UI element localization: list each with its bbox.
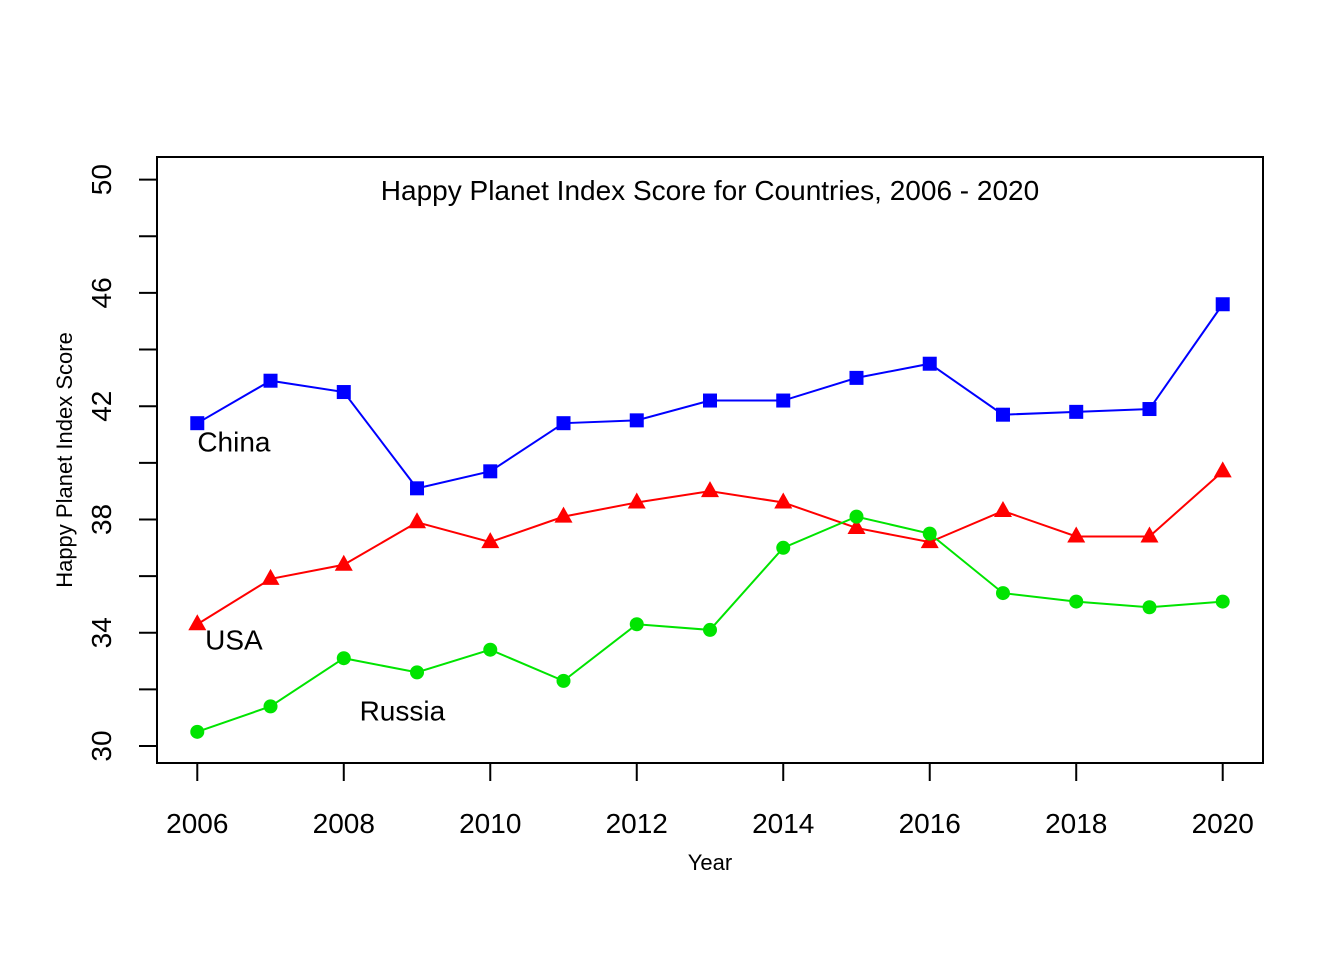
y-tick-label: 42 bbox=[86, 391, 117, 422]
x-tick-label: 2016 bbox=[899, 808, 961, 839]
series-russia bbox=[190, 509, 1230, 739]
data-point-usa bbox=[261, 568, 280, 585]
data-point-china bbox=[336, 385, 351, 400]
data-point-china bbox=[703, 393, 717, 408]
data-point-china bbox=[483, 464, 498, 479]
data-point-china bbox=[1069, 404, 1084, 419]
data-point-china bbox=[190, 416, 205, 431]
x-tick-label: 2020 bbox=[1192, 808, 1254, 839]
data-point-china bbox=[849, 370, 864, 385]
data-point-russia bbox=[190, 724, 205, 739]
y-tick-label: 30 bbox=[86, 730, 117, 761]
series-layer bbox=[188, 297, 1232, 739]
data-point-russia bbox=[410, 665, 425, 680]
data-point-usa bbox=[334, 554, 353, 571]
data-point-russia bbox=[995, 586, 1010, 601]
data-point-russia bbox=[483, 642, 498, 657]
data-point-usa bbox=[993, 500, 1012, 517]
data-point-russia bbox=[922, 526, 937, 541]
series-label-china: China bbox=[197, 427, 271, 458]
x-tick-label: 2012 bbox=[606, 808, 668, 839]
y-tick-label: 46 bbox=[86, 277, 117, 308]
data-point-china bbox=[995, 407, 1010, 422]
data-point-usa bbox=[188, 614, 207, 631]
x-tick-label: 2018 bbox=[1045, 808, 1107, 839]
data-point-china bbox=[629, 413, 644, 428]
data-point-usa bbox=[408, 512, 427, 529]
data-point-usa bbox=[774, 492, 793, 509]
data-point-usa bbox=[1213, 461, 1232, 478]
data-point-usa bbox=[554, 506, 573, 523]
data-point-usa bbox=[1140, 526, 1159, 543]
data-point-russia bbox=[1142, 600, 1157, 615]
data-point-usa bbox=[627, 492, 646, 509]
data-point-russia bbox=[556, 673, 571, 688]
data-point-russia bbox=[849, 509, 864, 524]
data-point-russia bbox=[1215, 594, 1230, 609]
series-usa bbox=[188, 461, 1232, 631]
data-point-usa bbox=[847, 517, 866, 534]
y-axis: 30 34 38 42 46 50 bbox=[86, 164, 158, 762]
x-tick-label: 2010 bbox=[459, 808, 521, 839]
series-china bbox=[190, 297, 1230, 496]
data-point-china bbox=[922, 356, 937, 371]
data-point-russia bbox=[703, 622, 717, 637]
data-point-usa bbox=[701, 481, 719, 498]
data-point-usa bbox=[481, 532, 500, 549]
y-tick-label: 50 bbox=[86, 164, 117, 195]
x-axis-title: Year bbox=[688, 850, 732, 875]
x-tick-label: 2008 bbox=[313, 808, 375, 839]
data-point-china bbox=[776, 393, 791, 408]
data-point-china bbox=[556, 416, 571, 431]
x-tick-label: 2006 bbox=[166, 808, 228, 839]
data-point-china bbox=[1215, 297, 1230, 312]
series-label-russia: Russia bbox=[360, 696, 446, 727]
y-tick-label: 34 bbox=[86, 617, 117, 648]
series-labels: China USA Russia bbox=[197, 427, 445, 727]
chart-title: Happy Planet Index Score for Countries, … bbox=[381, 175, 1039, 206]
data-point-china bbox=[263, 373, 278, 388]
data-point-usa bbox=[1067, 526, 1086, 543]
data-point-russia bbox=[1069, 594, 1084, 609]
data-point-russia bbox=[336, 651, 351, 666]
y-tick-label: 38 bbox=[86, 504, 117, 535]
x-tick-label: 2014 bbox=[752, 808, 814, 839]
data-point-china bbox=[1142, 402, 1157, 417]
x-axis: 2006 2008 2010 2012 2014 2016 2018 2020 bbox=[166, 762, 1254, 839]
data-point-russia bbox=[776, 540, 791, 555]
data-point-russia bbox=[629, 617, 644, 632]
y-axis-title: Happy Planet Index Score bbox=[52, 332, 77, 588]
data-point-china bbox=[410, 481, 425, 496]
data-point-russia bbox=[263, 699, 278, 714]
series-label-usa: USA bbox=[205, 625, 263, 656]
